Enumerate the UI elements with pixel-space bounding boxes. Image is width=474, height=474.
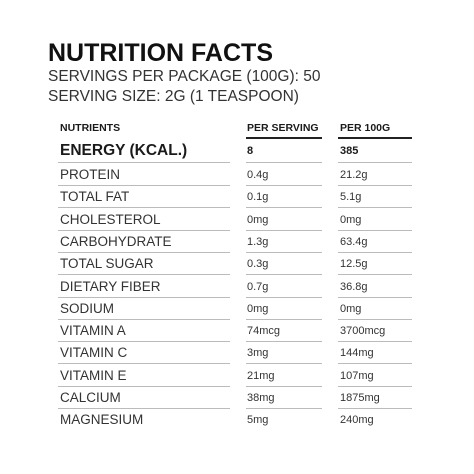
row-divider [338, 229, 412, 231]
row-divider [58, 185, 230, 186]
row-divider [246, 408, 322, 409]
row-divider [58, 341, 230, 343]
nutrient-name: VITAMIN A [60, 323, 126, 339]
value-cell: 5mg [247, 414, 269, 427]
value-cell: 3mg [247, 347, 269, 360]
value-cell: 0.3g [247, 258, 269, 271]
value-cell: 0mg [247, 213, 269, 226]
value-cell: 0mg [340, 302, 362, 315]
value-cell: 0mg [247, 302, 269, 315]
nutrient-name: TOTAL FAT [60, 189, 130, 205]
value-cell: 21.2g [340, 169, 368, 181]
value-cell: 1875mg [340, 392, 380, 404]
row-divider [246, 251, 322, 253]
nutrient-name: DIETARY FIBER [60, 278, 161, 294]
title: NUTRITION FACTS [48, 39, 273, 67]
value-cell: 38mg [247, 392, 275, 404]
value-cell: 144mg [340, 347, 374, 360]
value-cell: 240mg [340, 414, 374, 427]
row-divider [58, 162, 230, 163]
row-divider [338, 162, 412, 163]
energy-cell: 8 [247, 145, 254, 157]
row-divider [58, 207, 230, 209]
row-divider [338, 207, 412, 209]
row-divider [246, 185, 322, 186]
row-divider [338, 408, 412, 409]
row-divider [58, 385, 230, 387]
value-cell: 12.5g [340, 258, 368, 271]
row-divider [246, 229, 322, 231]
energy-cell: ENERGY (KCAL.) [60, 142, 188, 159]
nutrient-name: PROTEIN [60, 167, 121, 182]
row-divider [338, 363, 412, 365]
serving-size: SERVING SIZE: 2G (1 TEASPOON) [48, 88, 299, 105]
servings: SERVINGS PER PACKAGE (100G): 50 [48, 68, 321, 85]
value-cell: 107mg [340, 369, 374, 382]
row-divider [58, 251, 230, 253]
row-divider [58, 296, 230, 298]
row-divider [246, 296, 322, 298]
nutrient-name: MAGNESIUM [60, 412, 144, 428]
row-divider [58, 229, 230, 231]
value-cell: 63.4g [340, 235, 368, 248]
row-divider [246, 162, 322, 163]
nutrient-name: VITAMIN E [60, 367, 127, 383]
row-divider [338, 274, 412, 276]
value-cell: 0.7g [247, 280, 269, 293]
nutrient-name: TOTAL SUGAR [60, 256, 154, 272]
row-divider [246, 207, 322, 209]
value-cell: 3700mcg [340, 325, 386, 338]
header-underline [246, 137, 322, 139]
value-cell: 36.8g [340, 280, 368, 293]
row-divider [58, 408, 230, 409]
row-divider [58, 318, 230, 320]
row-divider [338, 185, 412, 186]
energy-cell: 385 [340, 145, 359, 157]
nutrient-name: CARBOHYDRATE [60, 233, 172, 249]
row-divider [338, 296, 412, 298]
nutrient-name: CALCIUM [60, 390, 121, 405]
value-cell: 1.3g [247, 235, 269, 248]
value-cell: 0.4g [247, 169, 269, 181]
column-header: PER SERVING [247, 122, 319, 134]
nutrient-name: CHOLESTEROL [60, 211, 161, 227]
nutrient-name: VITAMIN C [60, 345, 128, 361]
row-divider [246, 363, 322, 365]
row-divider [338, 341, 412, 343]
row-divider [246, 385, 322, 387]
value-cell: 74mcg [247, 325, 281, 338]
row-divider [246, 274, 322, 276]
row-divider [246, 318, 322, 320]
column-header: PER 100G [340, 122, 391, 134]
value-cell: 5.1g [340, 191, 362, 204]
row-divider [338, 385, 412, 387]
header-underline [338, 137, 412, 139]
row-divider [246, 341, 322, 343]
row-divider [58, 274, 230, 276]
row-divider [338, 251, 412, 253]
value-cell: 0.1g [247, 191, 269, 204]
value-cell: 21mg [247, 369, 275, 382]
value-cell: 0mg [340, 213, 362, 226]
row-divider [338, 318, 412, 320]
column-header: NUTRIENTS [60, 122, 121, 134]
row-divider [58, 363, 230, 365]
nutrient-name: SODIUM [60, 300, 114, 316]
